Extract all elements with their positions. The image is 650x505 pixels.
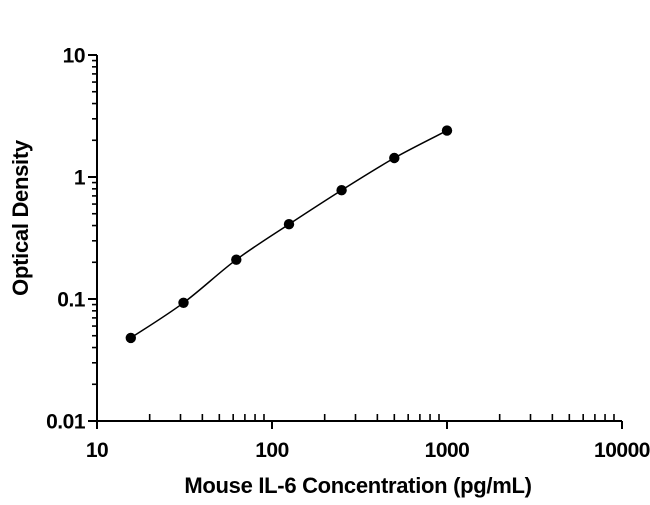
data-point-marker — [336, 185, 347, 196]
y-tick-label: 1 — [74, 167, 86, 190]
data-point-marker — [125, 332, 136, 344]
data-point-marker — [441, 125, 453, 136]
x-tick-label: 10000 — [594, 439, 650, 462]
data-point-marker — [283, 219, 295, 230]
x-tick-label: 100 — [255, 439, 289, 462]
data-point-marker — [231, 254, 242, 265]
y-tick-label: 0.1 — [57, 289, 86, 312]
y-tick-label: 0.01 — [46, 411, 86, 434]
axis-frame — [96, 55, 622, 422]
y-tick-label: 10 — [63, 45, 85, 68]
y-axis-title: Optical Density — [8, 140, 33, 296]
x-tick-label: 10 — [86, 439, 108, 462]
x-tick-label: 1000 — [425, 439, 470, 462]
data-point-marker — [178, 297, 189, 308]
standard-curve-line — [130, 129, 448, 339]
x-axis-title: Mouse IL-6 Concentration (pg/mL) — [184, 473, 532, 498]
data-point-marker — [389, 152, 400, 164]
